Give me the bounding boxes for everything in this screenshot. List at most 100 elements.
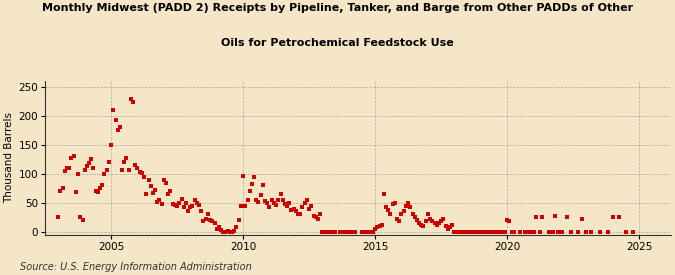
Point — [88, 166, 99, 170]
Point — [495, 230, 506, 234]
Point — [108, 108, 119, 112]
Point — [550, 213, 561, 218]
Point — [444, 225, 455, 229]
Point — [477, 230, 488, 234]
Point — [464, 230, 475, 234]
Point — [313, 217, 323, 221]
Point — [396, 212, 407, 217]
Point — [319, 230, 330, 234]
Point — [117, 167, 128, 172]
Point — [106, 143, 117, 147]
Point — [163, 192, 173, 196]
Point — [249, 175, 260, 179]
Point — [240, 204, 250, 208]
Point — [431, 222, 442, 227]
Point — [53, 215, 63, 219]
Point — [269, 200, 279, 205]
Point — [468, 230, 479, 234]
Point — [328, 230, 339, 234]
Point — [90, 189, 101, 193]
Point — [290, 209, 301, 214]
Point — [141, 192, 152, 196]
Point — [126, 96, 136, 101]
Point — [251, 198, 262, 202]
Point — [169, 202, 180, 207]
Point — [603, 230, 614, 234]
Point — [572, 230, 583, 234]
Point — [86, 157, 97, 161]
Point — [555, 230, 566, 234]
Point — [145, 184, 156, 188]
Point — [194, 202, 205, 207]
Point — [458, 230, 468, 234]
Point — [288, 206, 299, 211]
Point — [154, 198, 165, 202]
Point — [435, 219, 446, 224]
Point — [286, 208, 297, 212]
Point — [70, 190, 81, 194]
Point — [304, 206, 315, 211]
Point — [454, 230, 464, 234]
Point — [242, 198, 253, 202]
Point — [418, 224, 429, 228]
Point — [246, 182, 257, 186]
Point — [372, 225, 383, 229]
Point — [365, 230, 376, 234]
Point — [526, 230, 537, 234]
Point — [504, 219, 514, 224]
Point — [112, 128, 123, 133]
Point — [376, 222, 387, 227]
Point — [451, 230, 462, 234]
Point — [421, 219, 431, 224]
Point — [363, 230, 374, 234]
Point — [594, 230, 605, 234]
Point — [130, 163, 140, 167]
Point — [330, 230, 341, 234]
Point — [620, 230, 631, 234]
Point — [425, 217, 435, 221]
Point — [222, 229, 233, 233]
Point — [442, 227, 453, 231]
Point — [190, 198, 200, 202]
Point — [271, 202, 281, 207]
Point — [110, 118, 121, 122]
Point — [95, 186, 105, 191]
Point — [368, 230, 379, 234]
Point — [200, 217, 211, 221]
Point — [310, 215, 321, 219]
Point — [394, 219, 405, 224]
Point — [407, 212, 418, 217]
Point — [447, 222, 458, 227]
Point — [187, 204, 198, 208]
Point — [308, 213, 319, 218]
Point — [339, 230, 350, 234]
Point — [196, 209, 207, 214]
Point — [128, 100, 138, 104]
Point — [350, 230, 360, 234]
Point — [323, 230, 334, 234]
Point — [299, 200, 310, 205]
Point — [487, 230, 497, 234]
Point — [257, 183, 268, 188]
Point — [515, 230, 526, 234]
Point — [471, 230, 482, 234]
Point — [427, 219, 438, 224]
Point — [381, 205, 392, 210]
Point — [136, 170, 147, 175]
Point — [500, 230, 510, 234]
Point — [379, 192, 389, 196]
Point — [317, 230, 327, 234]
Point — [608, 215, 618, 219]
Point — [229, 228, 240, 233]
Point — [77, 218, 88, 222]
Text: Oils for Petrochemical Feedstock Use: Oils for Petrochemical Feedstock Use — [221, 39, 454, 48]
Point — [344, 230, 354, 234]
Point — [211, 227, 222, 231]
Point — [64, 166, 75, 170]
Point — [134, 170, 145, 174]
Point — [528, 230, 539, 234]
Point — [321, 230, 332, 234]
Point — [508, 230, 519, 234]
Point — [475, 230, 486, 234]
Point — [341, 230, 352, 234]
